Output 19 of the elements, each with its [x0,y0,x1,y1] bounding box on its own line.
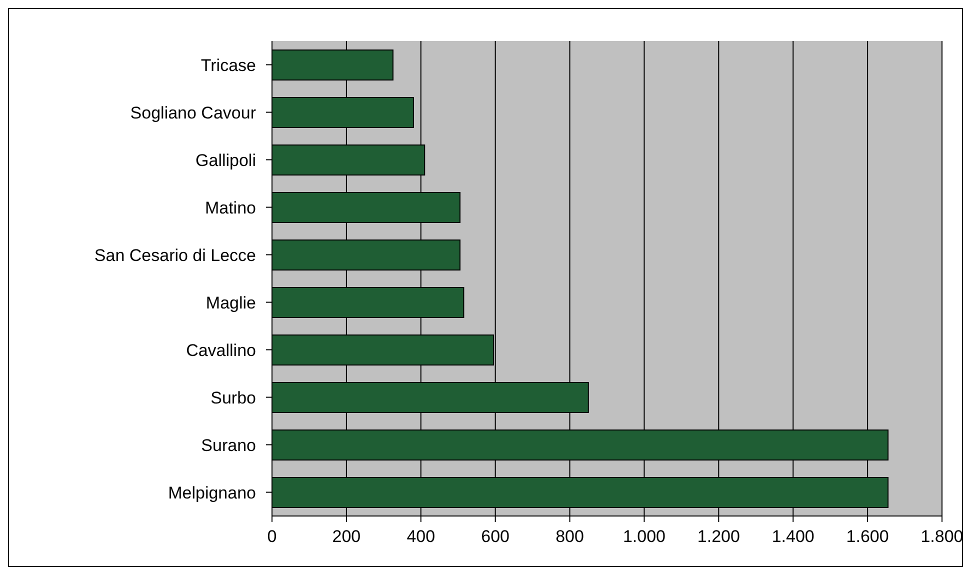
y-tick-label: Surbo [210,388,256,408]
x-tick-label: 1.000 [622,527,666,546]
x-tick-label: 800 [556,527,584,546]
y-tick-label: Surano [201,436,256,455]
y-tick-label: Sogliano Cavour [130,103,256,122]
x-tick-label: 1.600 [846,527,889,546]
y-tick-label: Tricase [200,56,256,75]
x-tick-label: 0 [267,527,277,546]
y-tick-label: San Cesario di Lecce [94,246,256,265]
x-tick-label: 200 [332,527,361,546]
y-tick-label: Melpignano [168,483,256,502]
x-tick-label: 600 [481,527,510,546]
x-tick-label: 1.200 [697,527,740,546]
x-tick-label: 400 [406,527,436,546]
y-tick-label: Maglie [206,293,256,312]
y-tick-label: Matino [204,198,256,218]
y-tick-label: Cavallino [186,340,256,360]
y-tick-label: Gallipoli [196,150,256,170]
x-tick-label: 1.400 [772,527,814,546]
